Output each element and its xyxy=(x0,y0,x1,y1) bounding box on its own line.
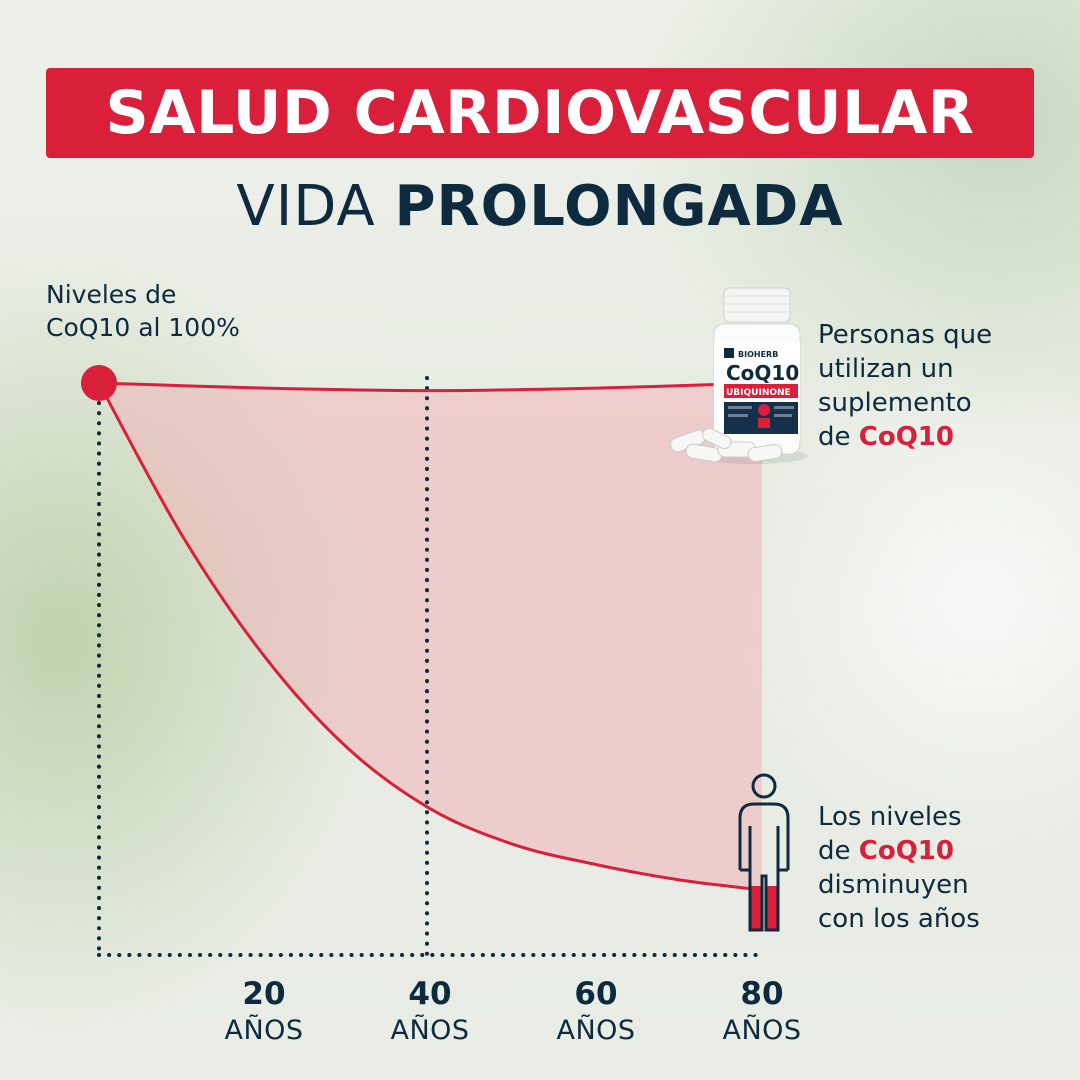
decline-note-line: disminuyen xyxy=(818,870,969,900)
title-banner: SALUD CARDIOVASCULAR xyxy=(46,68,1034,158)
decline-note-highlight: CoQ10 xyxy=(858,836,954,866)
decline-note-line: con los años xyxy=(818,904,980,934)
product-name: CoQ10 xyxy=(726,361,799,385)
series-line-decline xyxy=(97,382,763,892)
x-tick-80: 80 AÑOS xyxy=(692,975,832,1049)
supplement-note-highlight: CoQ10 xyxy=(858,422,954,452)
series-line-supplement xyxy=(98,381,763,393)
product-brand: BIOHERB xyxy=(738,350,778,359)
x-tick-unit: AÑOS xyxy=(224,1015,304,1046)
gap-area xyxy=(99,383,762,890)
x-tick-unit: AÑOS xyxy=(390,1015,470,1046)
x-tick-unit: AÑOS xyxy=(556,1015,636,1046)
start-note: Niveles de CoQ10 al 100% xyxy=(46,278,240,344)
x-tick-20: 20 AÑOS xyxy=(194,975,334,1049)
x-tick-value: 80 xyxy=(740,976,784,1012)
x-tick-value: 40 xyxy=(408,976,452,1012)
x-tick-value: 60 xyxy=(574,976,618,1012)
decline-note-line: Los niveles xyxy=(818,802,962,832)
supplement-note-prefix: de xyxy=(818,422,859,452)
start-note-line: Niveles de xyxy=(46,280,177,309)
x-tick-unit: AÑOS xyxy=(722,1015,802,1046)
x-tick-value: 20 xyxy=(242,976,286,1012)
start-note-line: CoQ10 al 100% xyxy=(46,313,240,342)
decline-note-line: de CoQ10 xyxy=(818,834,980,868)
supplement-note-line: suplemento xyxy=(818,388,972,418)
x-tick-40: 40 AÑOS xyxy=(360,975,500,1049)
x-tick-60: 60 AÑOS xyxy=(526,975,666,1049)
supplement-note-line: utilizan un xyxy=(818,354,954,384)
supplement-note-line: Personas que xyxy=(818,320,993,350)
person-icon xyxy=(738,773,790,932)
subtitle: VIDA PROLONGADA xyxy=(0,174,1080,239)
subtitle-bold: PROLONGADA xyxy=(394,174,844,239)
decline-note-prefix: de xyxy=(818,836,859,866)
start-point xyxy=(81,365,117,401)
product-variant: UBIQUINONE xyxy=(726,388,791,398)
supplement-note: Personas que utilizan un suplemento de C… xyxy=(818,318,992,454)
decline-note: Los niveles de CoQ10 disminuyen con los … xyxy=(818,800,980,936)
capsule-icon xyxy=(670,427,783,463)
supplement-note-line: de CoQ10 xyxy=(818,420,992,454)
page-title: SALUD CARDIOVASCULAR xyxy=(105,78,975,148)
subtitle-light: VIDA xyxy=(236,174,376,239)
supplement-bottle-icon: BIOHERB CoQ10 UBIQUINONE xyxy=(670,287,808,464)
